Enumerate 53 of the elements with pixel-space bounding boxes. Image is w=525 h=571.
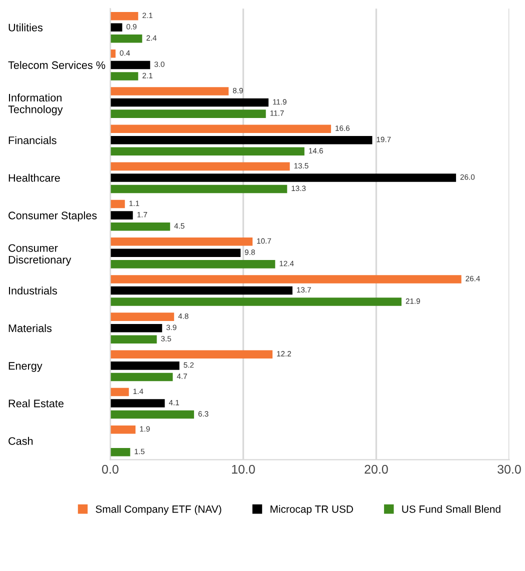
bar bbox=[110, 350, 273, 359]
bar bbox=[110, 184, 288, 194]
bar bbox=[110, 298, 402, 306]
y-tick-label: Consumer Discretionary bbox=[8, 244, 72, 266]
bar bbox=[110, 324, 162, 332]
x-tick-label: 10.0 bbox=[232, 464, 255, 474]
y-tick-label: Energy bbox=[8, 362, 42, 372]
bar bbox=[110, 448, 130, 456]
y-tick-label: Healthcare bbox=[8, 174, 60, 182]
bar bbox=[110, 174, 456, 182]
bar bbox=[110, 388, 129, 396]
y-tick-label: Real Estate bbox=[8, 399, 64, 408]
bar bbox=[110, 12, 138, 20]
x-tick-label: 0.0 bbox=[102, 464, 118, 474]
y-tick-label: Financials bbox=[8, 136, 56, 144]
bar bbox=[110, 335, 157, 344]
bar bbox=[110, 222, 170, 231]
bar bbox=[110, 237, 253, 246]
y-tick-label: Materials bbox=[8, 324, 52, 332]
bar bbox=[110, 60, 150, 70]
bar bbox=[110, 34, 142, 43]
bar bbox=[110, 136, 372, 144]
y-tick-label: Telecom Services % bbox=[8, 61, 106, 69]
bar bbox=[110, 200, 125, 208]
bar bbox=[110, 312, 174, 321]
y-tick-label: Industrials bbox=[9, 286, 57, 295]
bar bbox=[110, 275, 462, 284]
bar bbox=[110, 23, 122, 32]
bar bbox=[110, 211, 133, 220]
bar bbox=[110, 98, 269, 107]
x-tick-label: 30.0 bbox=[498, 464, 521, 474]
bar bbox=[110, 87, 229, 96]
bar bbox=[110, 410, 194, 419]
bar bbox=[110, 162, 290, 171]
bar bbox=[110, 362, 180, 370]
bar bbox=[110, 286, 292, 295]
x-tick-label: 20.0 bbox=[364, 464, 388, 474]
y-tick-label: Cash bbox=[8, 436, 33, 445]
bar bbox=[110, 72, 138, 80]
bar bbox=[110, 147, 304, 156]
bar bbox=[110, 110, 266, 118]
y-tick-label: Information Technology bbox=[8, 94, 63, 116]
bar bbox=[110, 372, 173, 382]
bar bbox=[110, 260, 276, 268]
bar bbox=[110, 399, 165, 408]
legend-label: Microcap TR USD bbox=[270, 505, 353, 515]
bar bbox=[110, 425, 136, 434]
legend-label: US Fund Small Blend bbox=[402, 505, 500, 513]
y-tick-label: Consumer Staples bbox=[8, 211, 97, 222]
bar bbox=[110, 124, 332, 133]
y-tick-label: Utilities bbox=[8, 23, 43, 32]
legend-label: Small Company ETF (NAV) bbox=[96, 505, 222, 515]
bar bbox=[110, 248, 241, 258]
